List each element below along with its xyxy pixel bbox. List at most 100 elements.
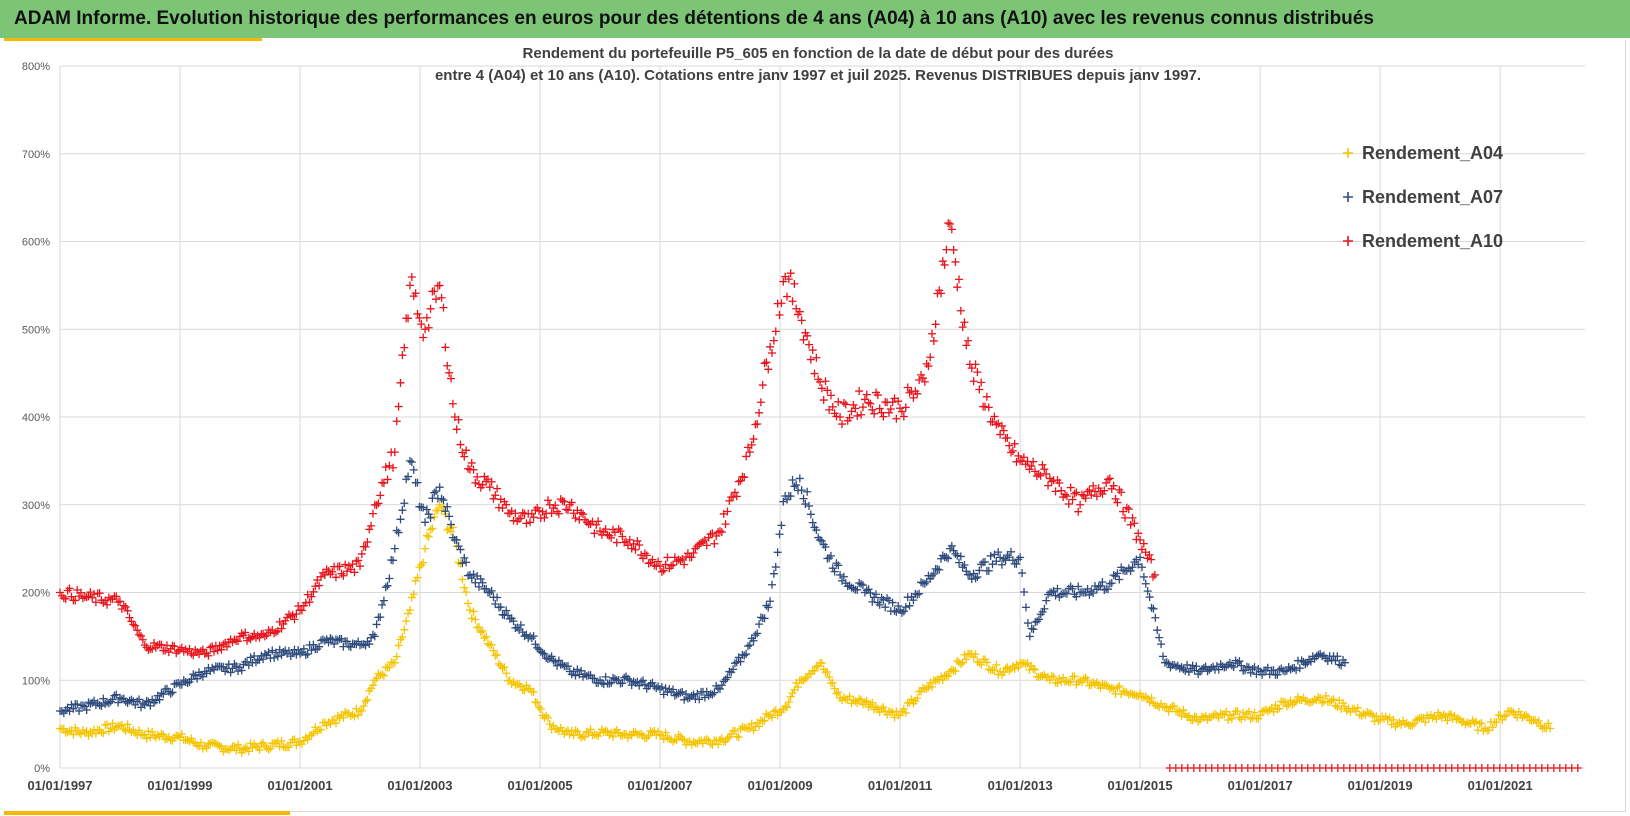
data-point-interpolated: [1244, 707, 1253, 716]
data-point-interpolated: [903, 383, 912, 392]
data-point-interpolated: [817, 659, 826, 668]
data-point-interpolated: [760, 359, 769, 368]
data-point-interpolated: [806, 355, 815, 364]
data-point: [115, 693, 124, 702]
banner-title: ADAM Informe. Evolution historique des p…: [14, 8, 1374, 29]
data-point: [1256, 711, 1265, 720]
data-point-interpolated: [1034, 470, 1043, 479]
data-point-interpolated: [736, 476, 745, 485]
data-point-interpolated: [305, 598, 314, 607]
data-point-interpolated: [801, 674, 810, 683]
data-point-interpolated: [1507, 707, 1516, 716]
data-point-interpolated: [888, 398, 897, 407]
data-point-interpolated: [1014, 555, 1023, 564]
data-point-interpolated: [1331, 701, 1340, 710]
data-point: [1280, 667, 1289, 676]
data-point-interpolated: [328, 567, 337, 576]
data-point-interpolated: [271, 628, 280, 637]
data-point-interpolated: [808, 518, 817, 527]
data-point-interpolated: [982, 658, 991, 667]
data-point: [140, 730, 149, 739]
data-point-interpolated: [1239, 708, 1248, 717]
data-point-interpolated: [1031, 665, 1040, 674]
data-point-interpolated: [947, 665, 956, 674]
data-point-interpolated: [605, 679, 614, 688]
data-point-interpolated: [1019, 453, 1028, 462]
data-point-interpolated: [123, 720, 132, 729]
data-point-interpolated: [871, 703, 880, 712]
data-point-interpolated: [810, 666, 819, 675]
data-point-interpolated: [204, 651, 213, 660]
data-point-interpolated: [1053, 584, 1062, 593]
data-point-interpolated: [740, 651, 749, 660]
data-point: [435, 281, 444, 290]
data-point-interpolated: [753, 629, 762, 638]
data-point-interpolated: [1126, 520, 1135, 529]
data-point-interpolated: [1038, 671, 1047, 680]
data-point-interpolated: [551, 501, 560, 510]
data-point-interpolated: [307, 592, 316, 601]
data-point-interpolated: [494, 659, 503, 668]
data-point: [565, 730, 574, 739]
data-point-interpolated: [125, 696, 134, 705]
data-point-interpolated: [422, 531, 431, 540]
data-point-interpolated: [361, 697, 370, 706]
data-point-interpolated: [363, 538, 372, 547]
x-tick-label: 01/01/2009: [748, 778, 813, 793]
data-point-interpolated: [443, 361, 452, 370]
data-point-interpolated: [984, 665, 993, 674]
data-point-interpolated: [482, 632, 491, 641]
data-point-interpolated: [702, 735, 711, 744]
data-point-interpolated: [112, 592, 121, 601]
data-point: [421, 518, 430, 527]
data-point-interpolated: [554, 656, 563, 665]
data-point-interpolated: [805, 340, 814, 349]
data-point-interpolated: [732, 492, 741, 501]
data-point-interpolated: [1463, 718, 1472, 727]
data-point-interpolated: [674, 689, 683, 698]
data-point-interpolated: [1164, 659, 1173, 668]
data-point: [370, 632, 379, 641]
data-point-interpolated: [309, 640, 318, 649]
data-point-interpolated: [639, 676, 648, 685]
data-point-interpolated: [398, 633, 407, 642]
data-point-interpolated: [695, 695, 704, 704]
data-point-interpolated: [928, 329, 937, 338]
data-point-interpolated: [1049, 672, 1058, 681]
data-point-interpolated: [786, 492, 795, 501]
data-point-interpolated: [529, 513, 538, 522]
data-point-interpolated: [1066, 483, 1075, 492]
data-point-interpolated: [817, 536, 826, 545]
data-point-interpolated: [594, 517, 603, 526]
data-point-interpolated: [999, 554, 1008, 563]
data-point-interpolated: [864, 398, 873, 407]
data-point-interpolated: [309, 729, 318, 738]
data-point-interpolated: [454, 542, 463, 551]
data-point-interpolated: [962, 341, 971, 350]
data-point-interpolated: [183, 736, 192, 745]
data-point-interpolated: [467, 574, 476, 583]
data-point-interpolated: [723, 507, 732, 516]
data-point-interpolated: [858, 581, 867, 590]
data-point-interpolated: [862, 696, 871, 705]
data-point-interpolated: [456, 545, 465, 554]
data-point-interpolated: [119, 601, 128, 610]
data-point-interpolated: [106, 724, 115, 733]
data-point: [836, 570, 845, 579]
data-point: [260, 742, 269, 751]
data-point-interpolated: [992, 660, 1001, 669]
data-point-interpolated: [162, 734, 171, 743]
data-point-interpolated: [59, 724, 68, 733]
data-point-interpolated: [1003, 663, 1012, 672]
data-point-interpolated: [335, 562, 344, 571]
data-point-interpolated: [493, 484, 502, 493]
title-banner: ADAM Informe. Evolution historique des p…: [0, 0, 1630, 38]
data-point-interpolated: [471, 478, 480, 487]
data-point-interpolated: [992, 420, 1001, 429]
data-point-interpolated: [1062, 492, 1071, 501]
data-point-interpolated: [313, 727, 322, 736]
data-point-interpolated: [454, 558, 463, 567]
data-point-interpolated: [1275, 665, 1284, 674]
data-point-interpolated: [1109, 571, 1118, 580]
data-point: [1400, 720, 1409, 729]
